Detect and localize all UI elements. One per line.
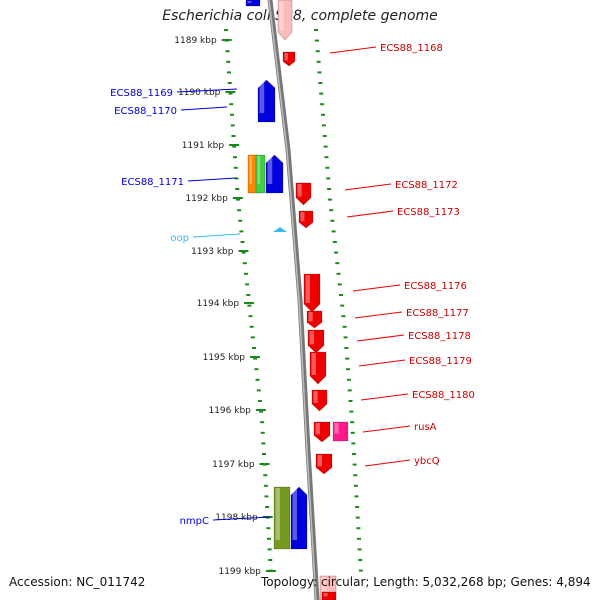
gene-ecs88-1180[interactable] [311,389,328,412]
gene-top-pink[interactable] [277,0,293,41]
gene-ecs88-1173[interactable] [298,210,314,229]
gene-shading [323,593,328,597]
right-gene-label[interactable]: rusA [414,422,437,433]
kbp-label: 1197 kbp [212,460,255,470]
gene-shading [334,423,339,434]
kbp-label: 1191 kbp [182,141,225,151]
left-label-leader [180,106,228,111]
kbp-label: 1198 kbp [215,513,258,523]
gene-nmpc-b[interactable] [290,486,308,550]
right-gene-label[interactable]: ybcQ [414,456,440,467]
right-label-leader [356,334,405,342]
gene-shading [257,156,261,184]
left-label-leader [212,516,271,521]
gene-top-blue[interactable] [245,0,261,7]
gene-shading [279,1,284,31]
right-gene-label[interactable]: ECS88_1172 [395,180,458,191]
gene-nmpc-a[interactable] [273,486,291,550]
gene-shading [309,331,314,345]
kbp-label: 1194 kbp [197,299,240,309]
right-label-leader [346,210,394,218]
kbp-label: 1195 kbp [203,353,246,363]
gene-oop[interactable] [273,227,287,232]
gene-shading [275,488,280,540]
genome-backbone [267,0,320,600]
right-label-leader [344,183,392,191]
kbp-label: 1196 kbp [208,406,251,416]
right-gene-label[interactable]: ECS88_1176 [404,281,467,292]
gene-ecs88-1169[interactable] [257,79,276,123]
gene-ecs88-1171-c[interactable] [265,154,284,194]
right-gene-label[interactable]: ECS88_1180 [412,390,475,401]
right-label-leader [360,393,409,401]
kbp-label: 1192 kbp [185,194,228,204]
left-gene-label[interactable]: ECS88_1170 [114,106,177,117]
gene-shading [297,184,302,197]
gene-rusa[interactable] [332,421,349,442]
gene-shading [284,53,288,61]
gene-shading [267,156,273,184]
right-label-leader [358,359,406,367]
gene-shading [292,488,297,540]
gene-shading [308,312,313,322]
right-label-leader [364,459,411,467]
gene-shading [247,1,252,3]
genome-title: Escherichia coli S88, complete genome [162,8,438,24]
right-gene-label[interactable]: ECS88_1178 [408,331,471,342]
gene-shading [249,156,253,184]
gene-shading [300,212,305,222]
gene-ecs88-1172[interactable] [295,182,312,206]
right-label-leader [352,284,401,292]
right-label-leader [354,311,403,319]
gene-rusa-body[interactable] [313,421,331,443]
left-gene-label[interactable]: nmpC [180,516,209,527]
gene-ecs88-1168[interactable] [282,51,296,67]
gene-ecs88-1179[interactable] [309,351,327,385]
left-label-leader [187,177,237,182]
gene-ecs88-1177[interactable] [306,310,323,329]
right-gene-label[interactable]: ECS88_1179 [409,356,472,367]
left-label-leader [176,88,238,93]
gene-shading [311,353,316,375]
right-gene-label[interactable]: ECS88_1173 [397,207,460,218]
gene-shading [315,423,320,435]
gene-shading [305,275,310,303]
accession-text: Accession: NC_011742 [9,575,146,589]
gene-shading [313,391,318,403]
gene-ecs88-1176[interactable] [303,273,321,313]
gene-shading [317,455,322,467]
right-label-leader [329,46,377,54]
left-label-leader [192,233,241,238]
right-gene-label[interactable]: ECS88_1177 [406,308,469,319]
left-gene-label[interactable]: ECS88_1171 [121,177,184,188]
gene-shading [321,577,326,591]
gene-ecs88-1178[interactable] [307,329,325,354]
genome-backbone-highlight [268,0,317,600]
kbp-label: 1193 kbp [191,247,234,257]
kbp-label: 1190 kbp [178,88,221,98]
topology-text: Topology: circular; Length: 5,032,268 bp… [261,575,591,589]
gene-shading [259,81,265,113]
left-gene-label[interactable]: ECS88_1169 [110,88,173,99]
gene-ybcq[interactable] [315,453,333,475]
kbp-label: 1189 kbp [174,36,217,46]
gene-ecs88-1171-b[interactable] [255,154,266,194]
gene-bottom-red[interactable] [321,591,337,600]
right-label-leader [362,425,411,433]
left-gene-label[interactable]: oop [170,233,189,244]
right-gene-label[interactable]: ECS88_1168 [380,43,443,54]
kbp-label: 1199 kbp [218,567,261,577]
